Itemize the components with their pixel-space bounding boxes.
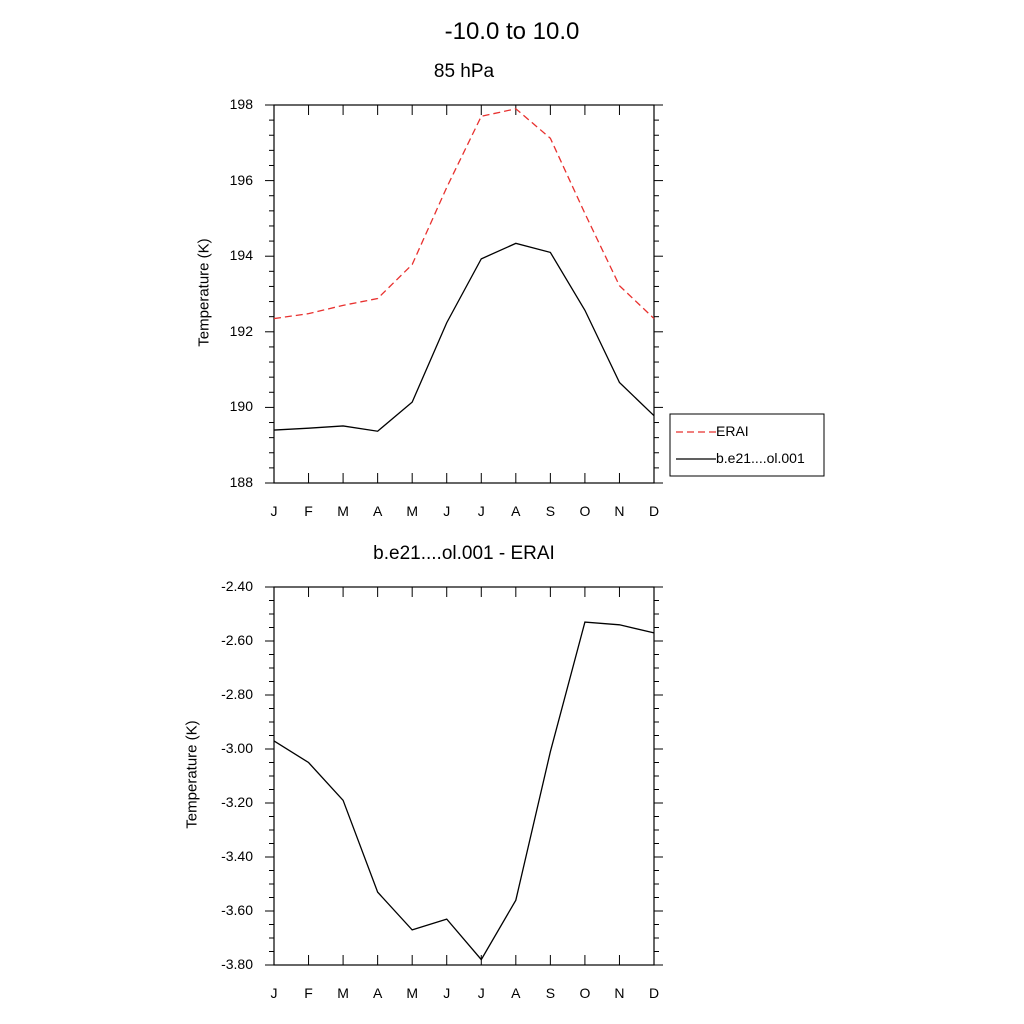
x-tick-label: A [372,985,383,1001]
y-tick-label: 196 [229,171,253,188]
x-tick-label: D [648,503,660,519]
y-tick-label: -3.60 [221,902,253,918]
panel-title: b.e21....ol.001 - ERAI [373,543,555,564]
y-axis-label: Temperature (K) [183,720,201,829]
x-tick-label: M [406,985,418,1001]
x-tick-label: F [304,985,313,1001]
y-tick-label: 192 [229,322,253,339]
y-tick-label: -3.80 [221,956,253,972]
y-tick-label: -2.80 [221,686,253,702]
x-tick-label: J [477,503,485,519]
x-tick-label: S [545,985,556,1001]
y-axis-label: Temperature (K) [195,238,213,347]
x-tick-label: J [477,985,485,1001]
x-tick-label: J [270,503,278,519]
y-tick-label: -2.60 [221,632,253,648]
figure-title: -10.0 to 10.0 [444,18,580,45]
chart-panel-2 [265,586,663,966]
legend [669,413,825,477]
x-tick-label: A [372,503,383,519]
x-tick-label: O [579,985,591,1001]
legend-label: b.e21....ol.001 [716,450,805,466]
x-tick-label: S [545,503,556,519]
x-tick-label: J [443,985,451,1001]
x-tick-label: O [579,503,591,519]
x-tick-label: J [443,503,451,519]
x-tick-label: F [304,503,313,519]
y-tick-label: -2.40 [221,578,253,594]
x-tick-label: M [337,503,349,519]
y-tick-label: -3.00 [221,740,253,756]
y-tick-label: 194 [229,247,253,264]
x-tick-label: A [511,503,521,519]
x-tick-label: N [614,985,625,1001]
x-tick-label: N [614,503,625,519]
x-tick-label: A [511,985,521,1001]
series-line-b-e21-ol-001 [273,242,655,432]
series-line-difference [273,621,655,961]
chart-panel-1 [265,104,663,484]
x-tick-label: J [270,985,278,1001]
legend-box [669,413,825,477]
y-tick-label: -3.40 [221,848,253,864]
y-tick-label: -3.20 [221,794,253,810]
series-line-erai [273,108,655,320]
plot-frame [273,586,655,966]
y-tick-label: 198 [229,96,253,112]
y-tick-label: 188 [229,474,253,490]
x-tick-label: M [406,503,418,519]
plot-frame [273,104,655,484]
x-tick-label: D [648,985,660,1001]
panel-title: 85 hPa [433,61,495,82]
y-tick-label: 190 [229,398,253,415]
x-tick-label: M [337,985,349,1001]
legend-label: ERAI [716,423,749,439]
